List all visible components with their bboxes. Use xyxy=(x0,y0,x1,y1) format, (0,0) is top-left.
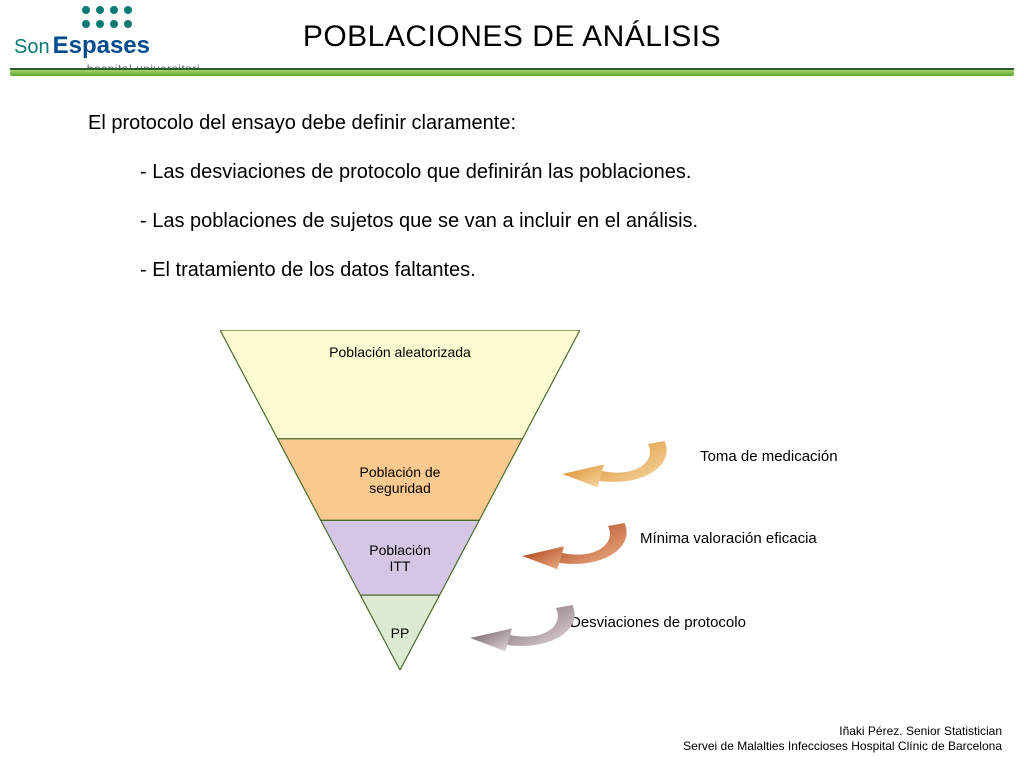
triangle-diagram: Población aleatorizadaPoblación deseguri… xyxy=(0,330,1024,710)
arrow-toma xyxy=(560,432,670,492)
triangle-layer-pp xyxy=(360,595,439,670)
lead-text: El protocolo del ensayo debe definir cla… xyxy=(88,110,974,137)
body-text: El protocolo del ensayo debe definir cla… xyxy=(88,110,974,306)
triangle-layer-aleatorizada xyxy=(220,330,580,439)
annotation-toma: Toma de medicación xyxy=(700,448,838,465)
bullet-item: - Las desviaciones de protocolo que defi… xyxy=(140,159,974,186)
divider-bar xyxy=(10,70,1014,76)
triangle-layer-seguridad xyxy=(278,439,523,521)
triangle-layer-itt xyxy=(321,520,479,595)
footer-line-2: Servei de Malalties Infeccioses Hospital… xyxy=(683,739,1002,754)
annotation-desv: Desviaciones de protocolo xyxy=(570,614,746,631)
bullet-list: - Las desviaciones de protocolo que defi… xyxy=(140,159,974,284)
annotation-minima: Mínima valoración eficacia xyxy=(640,530,817,547)
footer-line-1: Iñaki Pérez. Senior Statistician xyxy=(683,724,1002,739)
arrow-minima xyxy=(520,514,630,574)
divider-rule xyxy=(10,68,1014,78)
bullet-item: - El tratamiento de los datos faltantes. xyxy=(140,257,974,284)
bullet-item: - Las poblaciones de sujetos que se van … xyxy=(140,208,974,235)
footer-credit: Iñaki Pérez. Senior Statistician Servei … xyxy=(683,724,1002,754)
slide: Son Espases hospital universitari POBLAC… xyxy=(0,0,1024,768)
page-title: POBLACIONES DE ANÁLISIS xyxy=(0,20,1024,54)
arrow-desv xyxy=(468,596,578,656)
